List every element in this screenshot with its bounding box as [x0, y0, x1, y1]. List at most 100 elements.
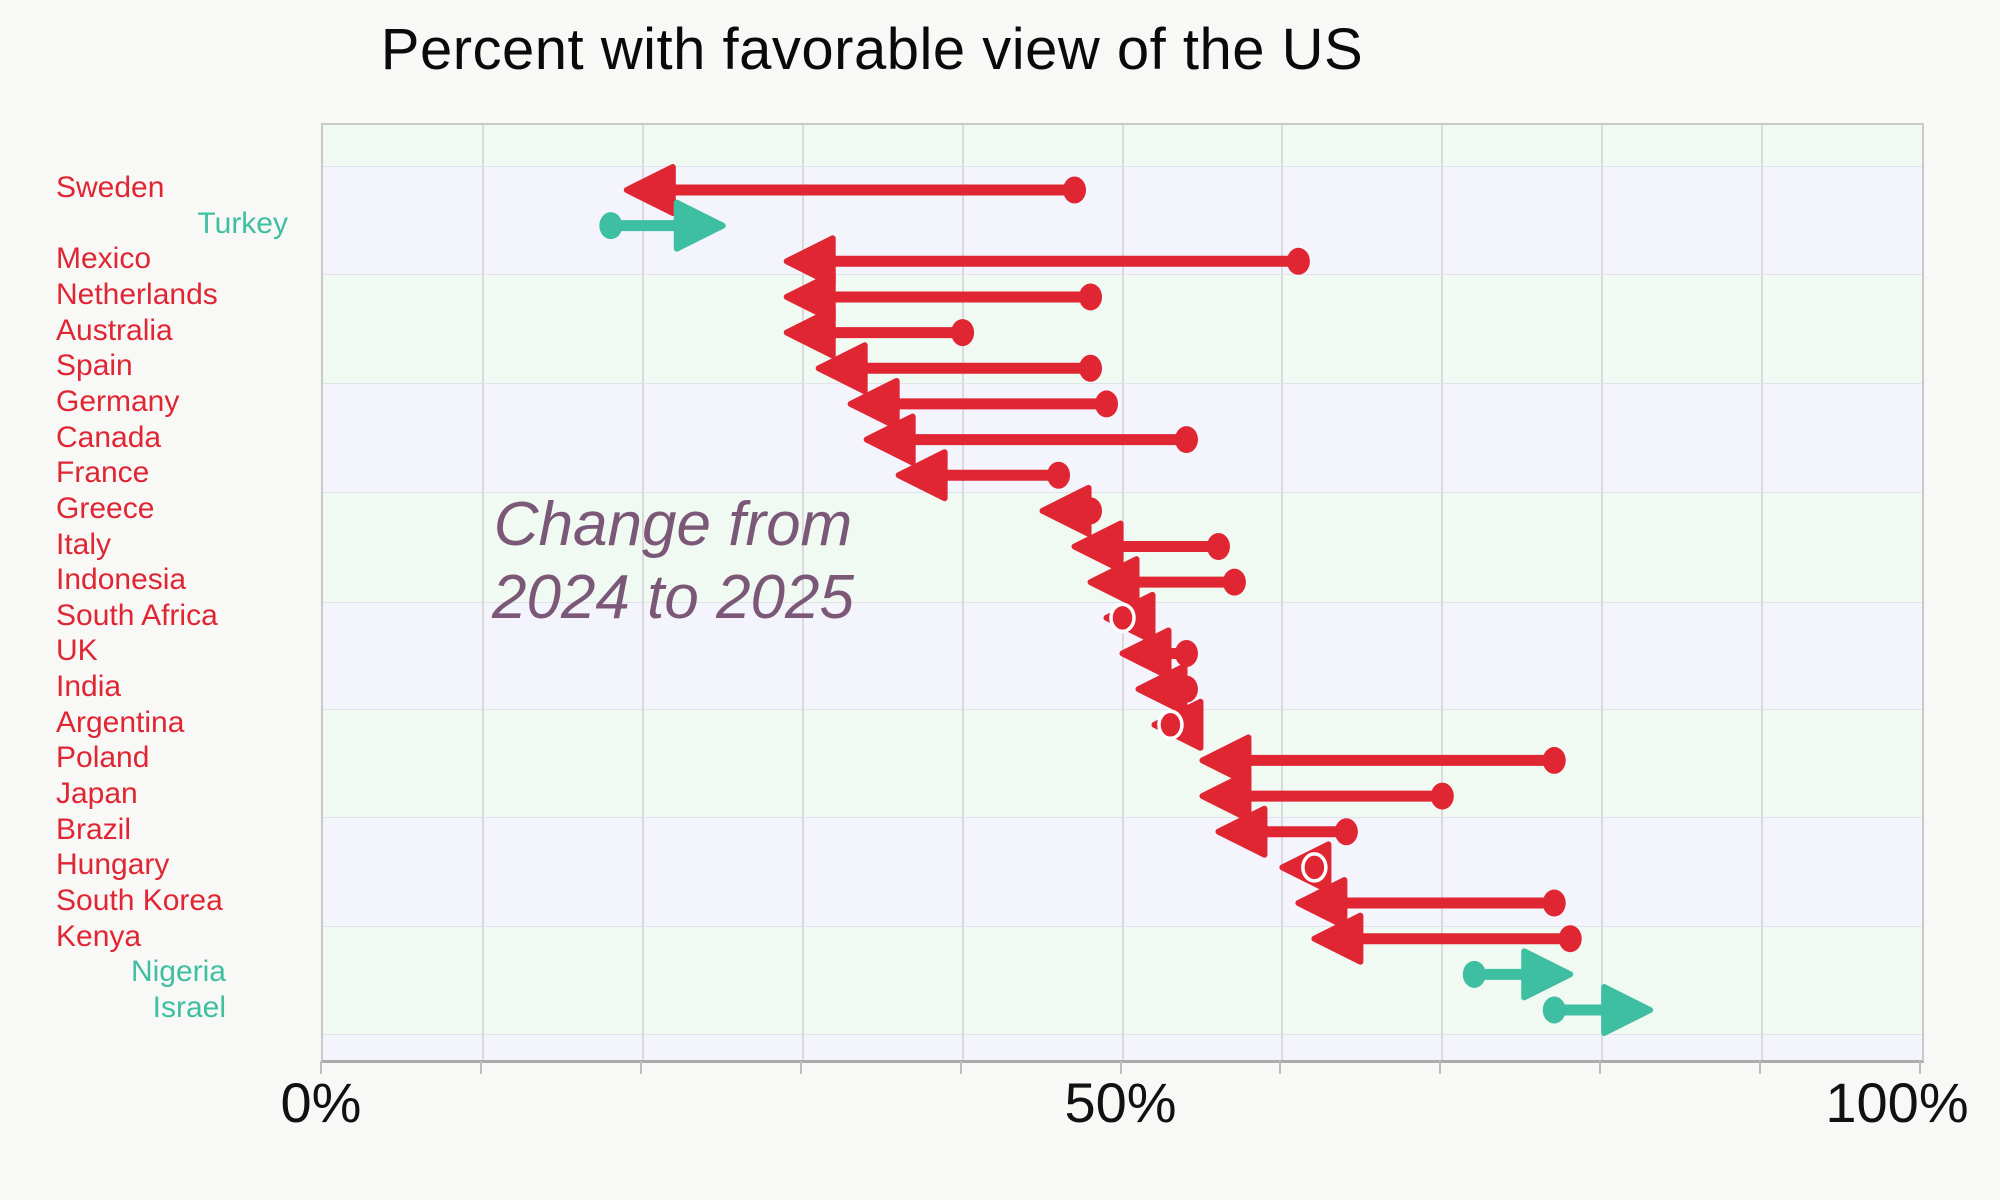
country-label-uk: UK	[56, 634, 98, 668]
band-boundary-line	[323, 926, 1922, 927]
gridline-20pct	[641, 125, 644, 1060]
dot-2024	[1174, 675, 1198, 703]
arrow-canada	[863, 413, 1198, 466]
band-boundary-line	[323, 602, 1922, 603]
arrowhead-2025	[623, 164, 676, 216]
country-label-hungary: Hungary	[56, 848, 170, 882]
arrow-brazil	[1215, 805, 1358, 858]
dot-2024	[1047, 461, 1071, 489]
x-axis-tick	[320, 1061, 322, 1074]
dot-2024	[1206, 533, 1230, 561]
arrow-israel	[1542, 983, 1654, 1036]
country-label-nigeria: Nigeria	[130, 955, 226, 989]
x-axis-tick	[479, 1061, 482, 1074]
arrowhead-2025	[1601, 983, 1654, 1036]
gridline-90pct	[1761, 125, 1764, 1060]
arrowhead-2025	[1295, 877, 1348, 930]
arrowhead-2025	[783, 235, 836, 288]
x-axis-label-100pct: 100%	[1825, 1071, 1969, 1134]
country-label-kenya: Kenya	[56, 919, 142, 953]
arrowhead-2025	[1311, 912, 1364, 965]
x-axis-tick	[1119, 1061, 1122, 1074]
band-boundary-line	[323, 383, 1922, 384]
arrowhead-2025	[1119, 627, 1172, 680]
band-boundary-line	[323, 817, 1922, 818]
arrow-germany	[847, 377, 1119, 430]
x-axis-tick	[1759, 1061, 1762, 1074]
arrowhead-2025	[783, 270, 836, 323]
country-label-canada: Canada	[56, 420, 162, 454]
country-label-south-korea: South Korea	[56, 884, 223, 918]
gridline-80pct	[1601, 125, 1604, 1060]
arrowhead-2025	[1521, 948, 1574, 1001]
arrow-australia	[783, 306, 975, 359]
arrowhead-2025	[1199, 734, 1252, 787]
country-label-poland: Poland	[56, 741, 150, 775]
dot-2024	[1542, 746, 1566, 774]
country-label-france: France	[56, 456, 150, 490]
arrowhead-2025	[847, 377, 900, 430]
country-label-japan: Japan	[56, 777, 138, 811]
country-label-argentina: Argentina	[56, 705, 185, 739]
arrowhead-2025	[1199, 770, 1252, 823]
arrowhead-2025	[1215, 805, 1268, 858]
arrowhead-2025	[863, 413, 916, 466]
arrow-italy	[1071, 520, 1230, 573]
arrow-india	[1135, 663, 1198, 716]
gridline-10pct	[481, 125, 484, 1060]
arrowhead-2025	[673, 199, 726, 252]
annotation-text: Change from 2024 to 2025	[492, 488, 854, 634]
country-label-italy: Italy	[56, 527, 112, 561]
annotation-line-2: 2024 to 2025	[491, 563, 855, 632]
gridline-70pct	[1441, 125, 1444, 1060]
country-label-israel: Israel	[152, 990, 226, 1024]
country-label-turkey: Turkey	[197, 206, 288, 240]
band-boundary-line	[323, 492, 1922, 493]
page-title: Percent with favorable view of the US	[380, 17, 1364, 82]
dot-2024	[1542, 996, 1566, 1024]
country-label-india: India	[56, 670, 122, 704]
dot-2024	[1334, 818, 1358, 846]
arrowhead-2025	[1087, 556, 1140, 609]
dot-2024	[1095, 390, 1119, 418]
arrowhead-2025	[1071, 520, 1124, 573]
dot-2024	[1542, 889, 1566, 917]
country-label-australia: Australia	[56, 313, 173, 347]
plot-area	[321, 123, 1924, 1063]
country-label-germany: Germany	[56, 384, 180, 418]
arrow-netherlands	[783, 270, 1103, 323]
x-axis-tick	[1279, 1061, 1282, 1074]
arrow-france	[895, 449, 1071, 502]
dot-2024	[1174, 426, 1198, 454]
arrow-south-korea	[1295, 877, 1566, 930]
x-axis-tick	[1599, 1061, 1602, 1074]
gridline-60pct	[1281, 125, 1284, 1060]
arrow-south-africa	[1103, 591, 1156, 644]
dot-2024	[1558, 925, 1582, 953]
band-boundary-line	[323, 709, 1922, 710]
dot-2024	[599, 212, 623, 240]
arrow-sweden	[623, 164, 1087, 216]
country-label-brazil: Brazil	[56, 812, 132, 846]
dot-2024	[1079, 283, 1103, 311]
dot-2024	[1174, 639, 1198, 667]
annotation-line-1: Change from	[493, 490, 853, 559]
dot-2024	[1157, 709, 1184, 741]
band-boundary-line	[323, 166, 1922, 167]
dot-2024	[1079, 497, 1103, 525]
arrow-turkey	[599, 199, 726, 252]
x-axis-tick	[799, 1061, 802, 1074]
band-boundary-line	[323, 274, 1922, 275]
x-axis-tick	[1439, 1061, 1442, 1074]
arrow-spain	[815, 342, 1103, 395]
arrow-argentina	[1151, 698, 1204, 751]
x-axis-label-50pct: 50%	[1064, 1071, 1177, 1134]
arrows-layer	[599, 164, 1654, 1036]
x-axis-tick	[639, 1061, 642, 1074]
country-label-sweden: Sweden	[56, 171, 165, 204]
arrow-japan	[1199, 770, 1454, 823]
dot-2024	[1222, 568, 1246, 596]
arrowhead-2025	[815, 342, 868, 395]
dot-2024	[1301, 852, 1328, 883]
arrow-greece	[1039, 484, 1103, 537]
